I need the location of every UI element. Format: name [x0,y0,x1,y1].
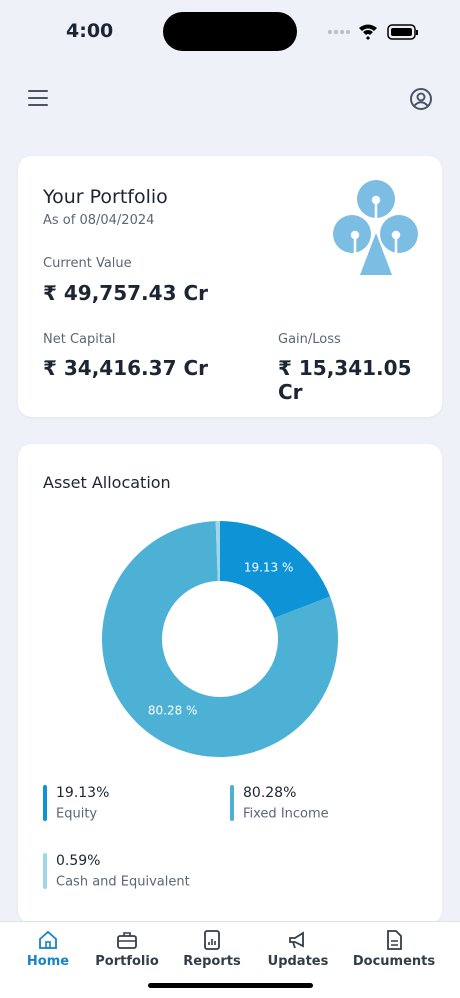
donut-chart: 19.13 % 80.28 % 19.13% Equity 80.28% Fixed In… [43,521,339,890]
donut-slice [220,521,331,619]
legend-value: 19.13% [56,785,109,801]
nav-reports[interactable]: Reports [166,930,258,969]
net-capital: ₹ 34,416.37 Cr [43,356,208,380]
nav-label: Reports [183,954,241,969]
portfolio-card: Your Portfolio As of 08/04/2024 Current … [18,156,442,417]
nav-label: Portfolio [95,954,159,969]
status-time: 4:00 [66,20,114,42]
legend-value: 0.59% [56,853,100,869]
as-of-date: As of 08/04/2024 [43,213,155,228]
gain-loss: ₹ 15,341.05 Cr [278,356,412,404]
legend-swatch [43,853,47,889]
legend-swatch [43,785,47,821]
portfolio-title: Your Portfolio [43,186,168,208]
legend-label: Cash and Equivalent [56,875,190,890]
legend-swatch [230,785,234,821]
logo [333,180,418,275]
gain-loss-label: Gain/Loss [278,332,341,347]
status-icons [328,24,418,40]
nav-updates[interactable]: Updates [252,930,344,969]
slice-label: 19.13 % [244,561,294,575]
chart-title: Asset Allocation [43,473,171,492]
legend-value: 80.28% [243,785,296,801]
bottom-nav: Home Portfolio Reports Updates Documents [0,921,460,998]
legend-label: Fixed Income [243,807,329,822]
nav-label: Home [26,954,70,969]
dynamic-island [163,12,297,51]
net-capital-label: Net Capital [43,332,116,347]
nav-home[interactable]: Home [2,930,94,969]
current-value: ₹ 49,757.43 Cr [43,281,208,305]
donut-slice [215,521,220,582]
slice-label: 80.28 % [148,703,198,717]
nav-portfolio[interactable]: Portfolio [81,930,173,969]
nav-label: Updates [267,954,329,969]
profile-button[interactable] [409,87,433,111]
nav-label: Documents [352,954,436,969]
donut-slice [102,521,339,757]
current-value-label: Current Value [43,256,132,271]
menu-button[interactable] [27,88,49,108]
nav-documents[interactable]: Documents [348,930,440,969]
legend-label: Equity [56,807,97,822]
home-indicator [148,983,313,988]
